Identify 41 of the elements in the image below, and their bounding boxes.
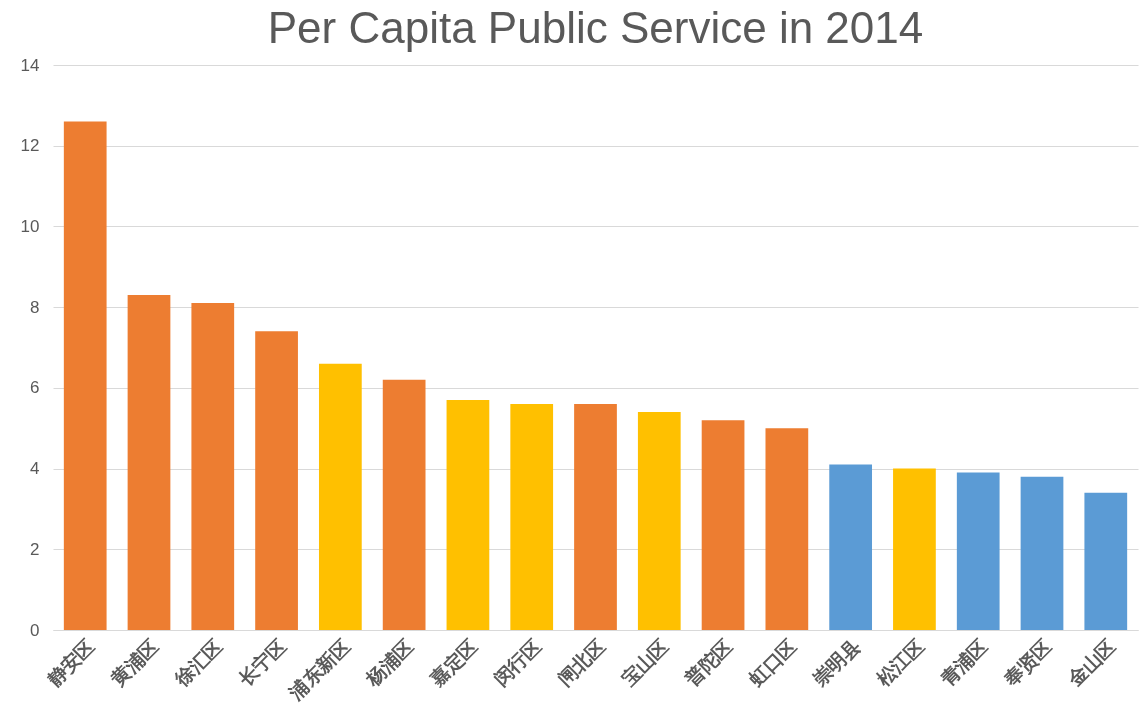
y-tick-label: 2 bbox=[30, 539, 40, 559]
bar bbox=[701, 420, 745, 630]
x-tick-label: 嘉定区 bbox=[426, 635, 482, 691]
y-tick-label: 8 bbox=[30, 297, 40, 317]
bar bbox=[637, 412, 681, 630]
x-tick-label: 闸北区 bbox=[553, 635, 609, 691]
x-tick-label: 宝山区 bbox=[617, 635, 673, 691]
y-tick-label: 6 bbox=[30, 378, 40, 398]
bar bbox=[956, 472, 1000, 630]
x-tick-label: 虹口区 bbox=[744, 635, 801, 691]
bar bbox=[574, 404, 617, 630]
x-tick-label: 松江区 bbox=[872, 635, 928, 691]
y-tick-label: 10 bbox=[20, 216, 40, 236]
x-tick-label: 静安区 bbox=[42, 635, 99, 691]
x-tick-label: 黄浦区 bbox=[106, 635, 163, 691]
bar bbox=[893, 468, 936, 630]
bar bbox=[829, 464, 873, 630]
y-tick-label: 0 bbox=[30, 620, 40, 640]
bar bbox=[191, 303, 235, 630]
y-tick-label: 14 bbox=[20, 55, 40, 75]
bar bbox=[765, 428, 809, 630]
bar bbox=[382, 379, 426, 630]
bar bbox=[1020, 476, 1064, 630]
x-tick-label: 徐汇区 bbox=[170, 635, 227, 691]
x-tick-label: 奉贤区 bbox=[999, 635, 1056, 691]
y-tick-label: 12 bbox=[20, 136, 40, 156]
bar bbox=[127, 295, 171, 630]
x-tick-label: 闵行区 bbox=[489, 635, 546, 691]
bar bbox=[1084, 492, 1128, 630]
chart-title: Per Capita Public Service in 2014 bbox=[267, 3, 924, 52]
x-tick-label: 杨浦区 bbox=[361, 635, 418, 691]
bar bbox=[255, 331, 298, 630]
bar bbox=[318, 363, 362, 630]
x-tick-label: 青浦区 bbox=[935, 635, 992, 691]
x-tick-label: 普陀区 bbox=[680, 635, 737, 691]
bar bbox=[446, 399, 490, 630]
x-tick-label: 崇明县 bbox=[808, 635, 865, 691]
bar bbox=[63, 121, 107, 630]
y-tick-label: 4 bbox=[30, 459, 40, 479]
x-tick-label: 金山区 bbox=[1063, 635, 1120, 691]
bar bbox=[510, 404, 554, 630]
